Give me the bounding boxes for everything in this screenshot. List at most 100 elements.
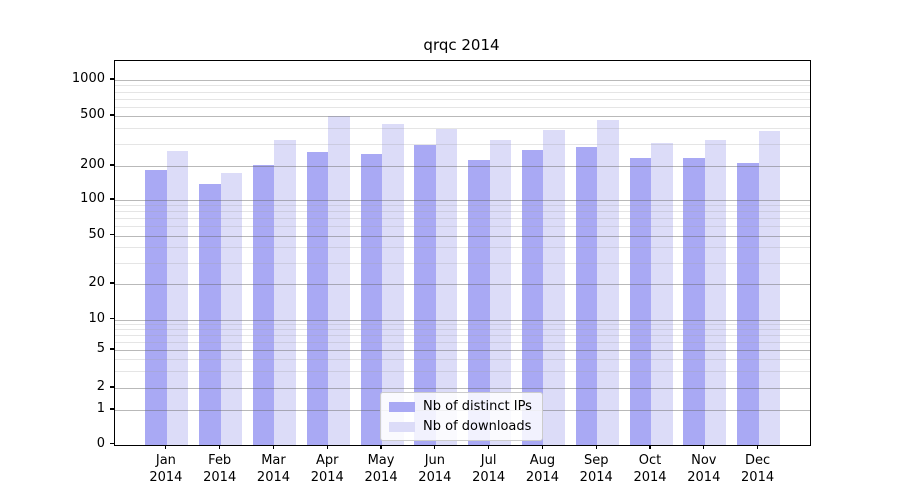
y-tick-label: 5 — [96, 341, 105, 356]
bar-distinct-ips-feb — [199, 183, 221, 445]
y-tick-label: 50 — [88, 226, 105, 242]
gridline-8 — [115, 329, 810, 331]
x-tick-mark — [219, 444, 221, 450]
bar-distinct-ips-sep — [575, 146, 598, 445]
y-tick-mark — [109, 198, 114, 200]
bar-distinct-ips-jan — [145, 169, 167, 445]
bar-distinct-ips-nov — [683, 158, 705, 445]
gridline-100 — [115, 200, 810, 201]
x-tick-mark — [756, 444, 759, 450]
y-tick-mark — [109, 386, 114, 388]
y-tick-mark — [109, 233, 114, 236]
gridline-90 — [115, 205, 810, 207]
gridline-4 — [115, 359, 810, 361]
bar-distinct-ips-aug — [521, 149, 544, 445]
bar-distinct-ips-jun — [414, 144, 436, 445]
legend: Nb of distinct IPs Nb of downloads — [380, 392, 543, 441]
legend-item-downloads: Nb of downloads — [389, 419, 532, 434]
gridline-300 — [115, 143, 810, 145]
x-tick-label-mar: Mar 2014 — [256, 453, 291, 485]
bar-distinct-ips-may — [360, 153, 383, 445]
x-tick-mark — [326, 444, 328, 450]
gridline-2 — [115, 388, 810, 389]
bar-distinct-ips-dec — [737, 163, 759, 445]
x-tick-mark — [380, 444, 382, 450]
y-tick-label: 20 — [88, 275, 105, 290]
y-tick-mark — [109, 164, 114, 166]
legend-label: Nb of distinct IPs — [423, 399, 532, 414]
chart-title: qrqc 2014 — [423, 36, 500, 54]
x-tick-label-jul: Jul 2014 — [472, 453, 506, 485]
bar-downloads-jan — [166, 150, 189, 445]
x-tick-label-sep: Sep 2014 — [579, 453, 613, 485]
gridline-6 — [115, 341, 810, 343]
gridline-800 — [115, 91, 810, 93]
x-tick-label-feb: Feb 2014 — [203, 453, 237, 485]
y-tick-mark — [109, 78, 114, 80]
gridline-9 — [115, 324, 810, 326]
x-tick-label-dec: Dec 2014 — [741, 453, 775, 485]
gridline-7 — [115, 335, 810, 337]
x-tick-label-jun: Jun 2014 — [418, 453, 452, 485]
y-tick-mark — [109, 114, 114, 116]
gridline-5 — [115, 350, 810, 351]
bar-downloads-oct — [651, 142, 673, 445]
x-tick-mark — [541, 444, 544, 450]
gridline-50 — [115, 235, 810, 237]
y-tick-mark — [109, 348, 114, 350]
x-tick-mark — [434, 444, 436, 450]
gridline-1000 — [115, 80, 810, 81]
x-tick-mark — [649, 444, 651, 450]
y-tick-label: 0 — [96, 435, 105, 451]
x-tick-mark — [703, 444, 705, 450]
x-tick-mark — [272, 444, 275, 450]
gridline-30 — [115, 262, 810, 264]
y-tick-label: 1000 — [71, 71, 105, 86]
y-tick-mark — [109, 408, 114, 410]
y-tick-mark — [109, 317, 114, 320]
bar-distinct-ips-jul — [468, 159, 490, 445]
x-tick-mark — [595, 444, 597, 450]
gridline-900 — [115, 85, 810, 87]
gridline-600 — [115, 106, 810, 108]
y-tick-label: 1 — [96, 401, 105, 416]
gridline-700 — [115, 98, 810, 100]
bar-downloads-apr — [328, 116, 350, 445]
bar-distinct-ips-oct — [629, 158, 651, 445]
gridline-40 — [115, 247, 810, 249]
y-tick-label: 10 — [88, 310, 105, 326]
x-tick-label-jan: Jan 2014 — [149, 453, 183, 485]
legend-swatch-downloads-icon — [389, 421, 415, 432]
bar-downloads-dec — [758, 130, 781, 445]
gridline-10 — [115, 319, 810, 321]
y-tick-label: 500 — [80, 107, 105, 122]
gridline-200 — [115, 166, 810, 167]
plot-area: Nb of distinct IPs Nb of downloads — [114, 60, 811, 446]
legend-swatch-distinct-ips-icon — [389, 401, 415, 412]
bar-downloads-jun — [435, 128, 458, 445]
bar-downloads-sep — [597, 119, 619, 445]
bar-downloads-mar — [274, 140, 296, 445]
x-tick-label-may: May 2014 — [364, 453, 398, 485]
bar-downloads-nov — [704, 139, 727, 445]
bar-distinct-ips-apr — [306, 151, 329, 445]
x-tick-label-nov: Nov 2014 — [687, 453, 721, 485]
bar-downloads-feb — [220, 172, 243, 445]
y-tick-mark — [109, 442, 114, 445]
y-tick-label: 100 — [80, 191, 105, 206]
x-tick-label-oct: Oct 2014 — [633, 453, 667, 485]
x-tick-label-aug: Aug 2014 — [525, 453, 559, 485]
bar-downloads-may — [382, 124, 404, 445]
bar-downloads-jul — [489, 139, 512, 445]
gridline-400 — [115, 128, 810, 130]
gridline-3 — [115, 371, 810, 373]
y-tick-label: 2 — [96, 379, 105, 394]
legend-item-distinct-ips: Nb of distinct IPs — [389, 399, 532, 414]
gridline-20 — [115, 284, 810, 285]
gridline-80 — [115, 211, 810, 213]
x-tick-mark — [488, 444, 490, 450]
gridline-500 — [115, 116, 810, 117]
y-tick-mark — [109, 282, 114, 284]
x-tick-mark — [165, 444, 167, 450]
